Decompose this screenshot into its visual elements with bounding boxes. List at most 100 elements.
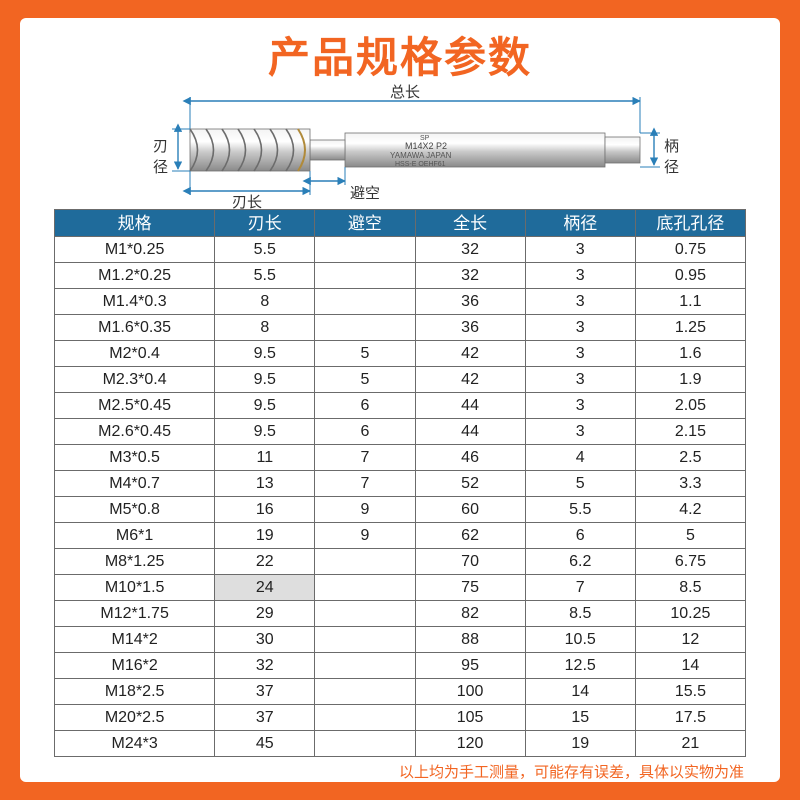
table-cell: 6 xyxy=(525,523,635,549)
table-cell: 24 xyxy=(215,575,315,601)
table-row: M16*2329512.514 xyxy=(55,653,746,679)
table-cell: 12.5 xyxy=(525,653,635,679)
table-cell: M2.3*0.4 xyxy=(55,367,215,393)
table-cell: 19 xyxy=(215,523,315,549)
table-cell xyxy=(315,627,415,653)
table-cell: 15 xyxy=(525,705,635,731)
table-cell: M10*1.5 xyxy=(55,575,215,601)
table-cell: 8 xyxy=(215,315,315,341)
table-row: M8*1.2522706.26.75 xyxy=(55,549,746,575)
table-cell: 4 xyxy=(525,445,635,471)
table-cell: 36 xyxy=(415,315,525,341)
table-cell: 0.95 xyxy=(635,263,745,289)
table-cell xyxy=(315,263,415,289)
table-cell xyxy=(315,315,415,341)
spec-table: 规格 刃长 避空 全长 柄径 底孔孔径 M1*0.255.53230.75M1.… xyxy=(54,209,746,757)
table-cell: 32 xyxy=(415,263,525,289)
label-blade-len: 刃长 xyxy=(232,191,262,212)
table-cell: M20*2.5 xyxy=(55,705,215,731)
table-cell: 6.2 xyxy=(525,549,635,575)
table-cell: 22 xyxy=(215,549,315,575)
table-cell: 9.5 xyxy=(215,341,315,367)
table-cell: 3 xyxy=(525,393,635,419)
table-cell xyxy=(315,289,415,315)
table-cell: 30 xyxy=(215,627,315,653)
table-cell: 37 xyxy=(215,679,315,705)
table-cell xyxy=(315,237,415,263)
table-row: M1.4*0.383631.1 xyxy=(55,289,746,315)
table-row: M4*0.71375253.3 xyxy=(55,471,746,497)
table-cell: M2.6*0.45 xyxy=(55,419,215,445)
th-spec: 规格 xyxy=(55,210,215,237)
table-row: M20*2.5371051517.5 xyxy=(55,705,746,731)
table-cell: 17.5 xyxy=(635,705,745,731)
table-cell: 1.25 xyxy=(635,315,745,341)
table-cell: 5 xyxy=(525,471,635,497)
table-cell: 3 xyxy=(525,419,635,445)
th-total: 全长 xyxy=(415,210,525,237)
table-cell: 120 xyxy=(415,731,525,757)
table-cell: M5*0.8 xyxy=(55,497,215,523)
table-cell xyxy=(315,731,415,757)
table-cell xyxy=(315,679,415,705)
table-cell: 62 xyxy=(415,523,525,549)
table-cell: 6.75 xyxy=(635,549,745,575)
page-title: 产品规格参数 xyxy=(20,24,780,85)
table-row: M2.3*0.49.554231.9 xyxy=(55,367,746,393)
table-cell: 11 xyxy=(215,445,315,471)
table-cell: 5 xyxy=(315,341,415,367)
table-row: M2.5*0.459.564432.05 xyxy=(55,393,746,419)
tool-text-3: YAMAWA JAPAN xyxy=(390,151,452,160)
table-cell: 3 xyxy=(525,263,635,289)
tool-text-4: HSS-E OEHF61 xyxy=(395,161,446,168)
table-row: M18*2.5371001415.5 xyxy=(55,679,746,705)
th-len: 刃长 xyxy=(215,210,315,237)
table-cell: 7 xyxy=(315,445,415,471)
table-row: M14*230 8810.512 xyxy=(55,627,746,653)
table-row: M12*1.7529828.510.25 xyxy=(55,601,746,627)
table-cell: 44 xyxy=(415,393,525,419)
table-cell: 5 xyxy=(315,367,415,393)
table-cell: 52 xyxy=(415,471,525,497)
table-cell xyxy=(315,575,415,601)
table-cell: 2.05 xyxy=(635,393,745,419)
table-cell: 44 xyxy=(415,419,525,445)
table-cell: M1.2*0.25 xyxy=(55,263,215,289)
table-cell: M1*0.25 xyxy=(55,237,215,263)
table-cell: M24*3 xyxy=(55,731,215,757)
table-cell xyxy=(315,653,415,679)
table-row: M2*0.49.554231.6 xyxy=(55,341,746,367)
table-cell: 88 xyxy=(415,627,525,653)
table-cell: 4.2 xyxy=(635,497,745,523)
table-cell: 8.5 xyxy=(525,601,635,627)
table-cell: M14*2 xyxy=(55,627,215,653)
table-cell: 9.5 xyxy=(215,367,315,393)
table-cell: 14 xyxy=(635,653,745,679)
table-cell: 14 xyxy=(525,679,635,705)
table-cell: 37 xyxy=(215,705,315,731)
table-cell xyxy=(315,549,415,575)
table-row: M24*3451201921 xyxy=(55,731,746,757)
table-cell: 6 xyxy=(315,393,415,419)
table-cell: 3 xyxy=(525,367,635,393)
table-cell: M4*0.7 xyxy=(55,471,215,497)
table-row: M3*0.51174642.5 xyxy=(55,445,746,471)
table-cell: 9.5 xyxy=(215,419,315,445)
table-row: M1.6*0.3583631.25 xyxy=(55,315,746,341)
table-cell: 45 xyxy=(215,731,315,757)
table-cell: 75 xyxy=(415,575,525,601)
table-cell: 32 xyxy=(215,653,315,679)
table-cell: 10.5 xyxy=(525,627,635,653)
tool-diagram: SP M14X2 P2 YAMAWA JAPAN HSS-E OEHF61 总长… xyxy=(20,87,780,209)
table-cell: M16*2 xyxy=(55,653,215,679)
table-cell: 12 xyxy=(635,627,745,653)
th-shank: 柄径 xyxy=(525,210,635,237)
table-cell: 0.75 xyxy=(635,237,745,263)
table-cell: M1.4*0.3 xyxy=(55,289,215,315)
table-cell: 7 xyxy=(315,471,415,497)
table-cell: 8 xyxy=(215,289,315,315)
table-cell: 60 xyxy=(415,497,525,523)
table-cell: 5 xyxy=(635,523,745,549)
table-row: M2.6*0.459.564432.15 xyxy=(55,419,746,445)
table-cell: 2.5 xyxy=(635,445,745,471)
